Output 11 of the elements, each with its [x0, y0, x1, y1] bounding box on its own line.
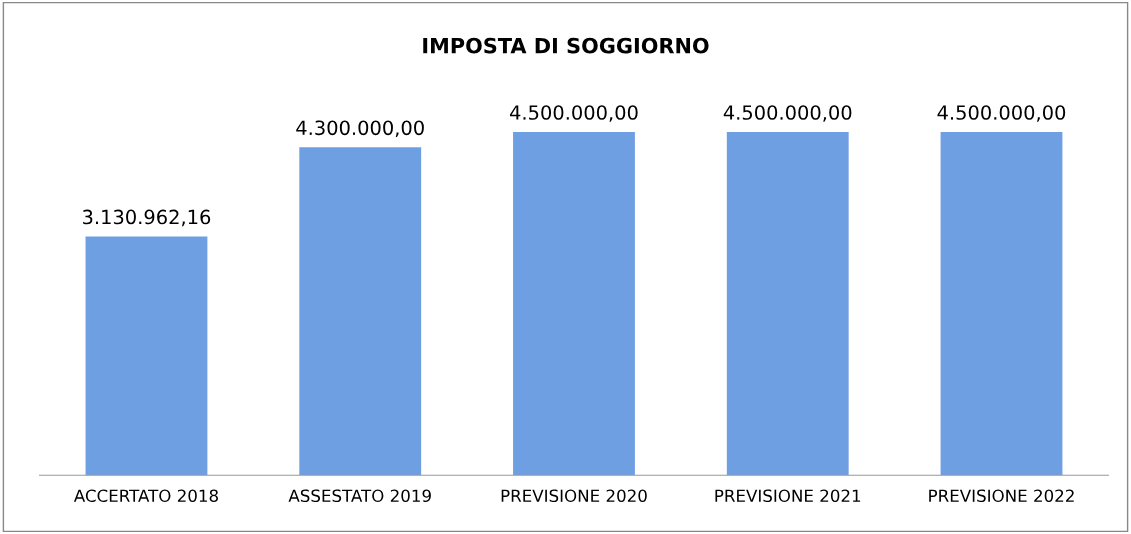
x-tick-label: ACCERTATO 2018: [73, 489, 218, 503]
data-label: 4.500.000,00: [937, 105, 1066, 122]
data-label: 4.500.000,00: [723, 105, 852, 122]
x-tick-label: PREVISIONE 2020: [501, 489, 647, 503]
chart-title: IMPOSTA DI SOGGIORNO: [423, 37, 709, 54]
x-tick-label: ASSESTATO 2019: [288, 489, 431, 503]
data-label: 4.300.000,00: [296, 120, 424, 138]
data-label: 3.130.962,16: [83, 209, 211, 227]
x-tick-label: PREVISIONE 2021: [715, 489, 861, 503]
data-label: 4.500.000,00: [509, 105, 638, 122]
x-tick-label: PREVISIONE 2022: [929, 489, 1074, 503]
